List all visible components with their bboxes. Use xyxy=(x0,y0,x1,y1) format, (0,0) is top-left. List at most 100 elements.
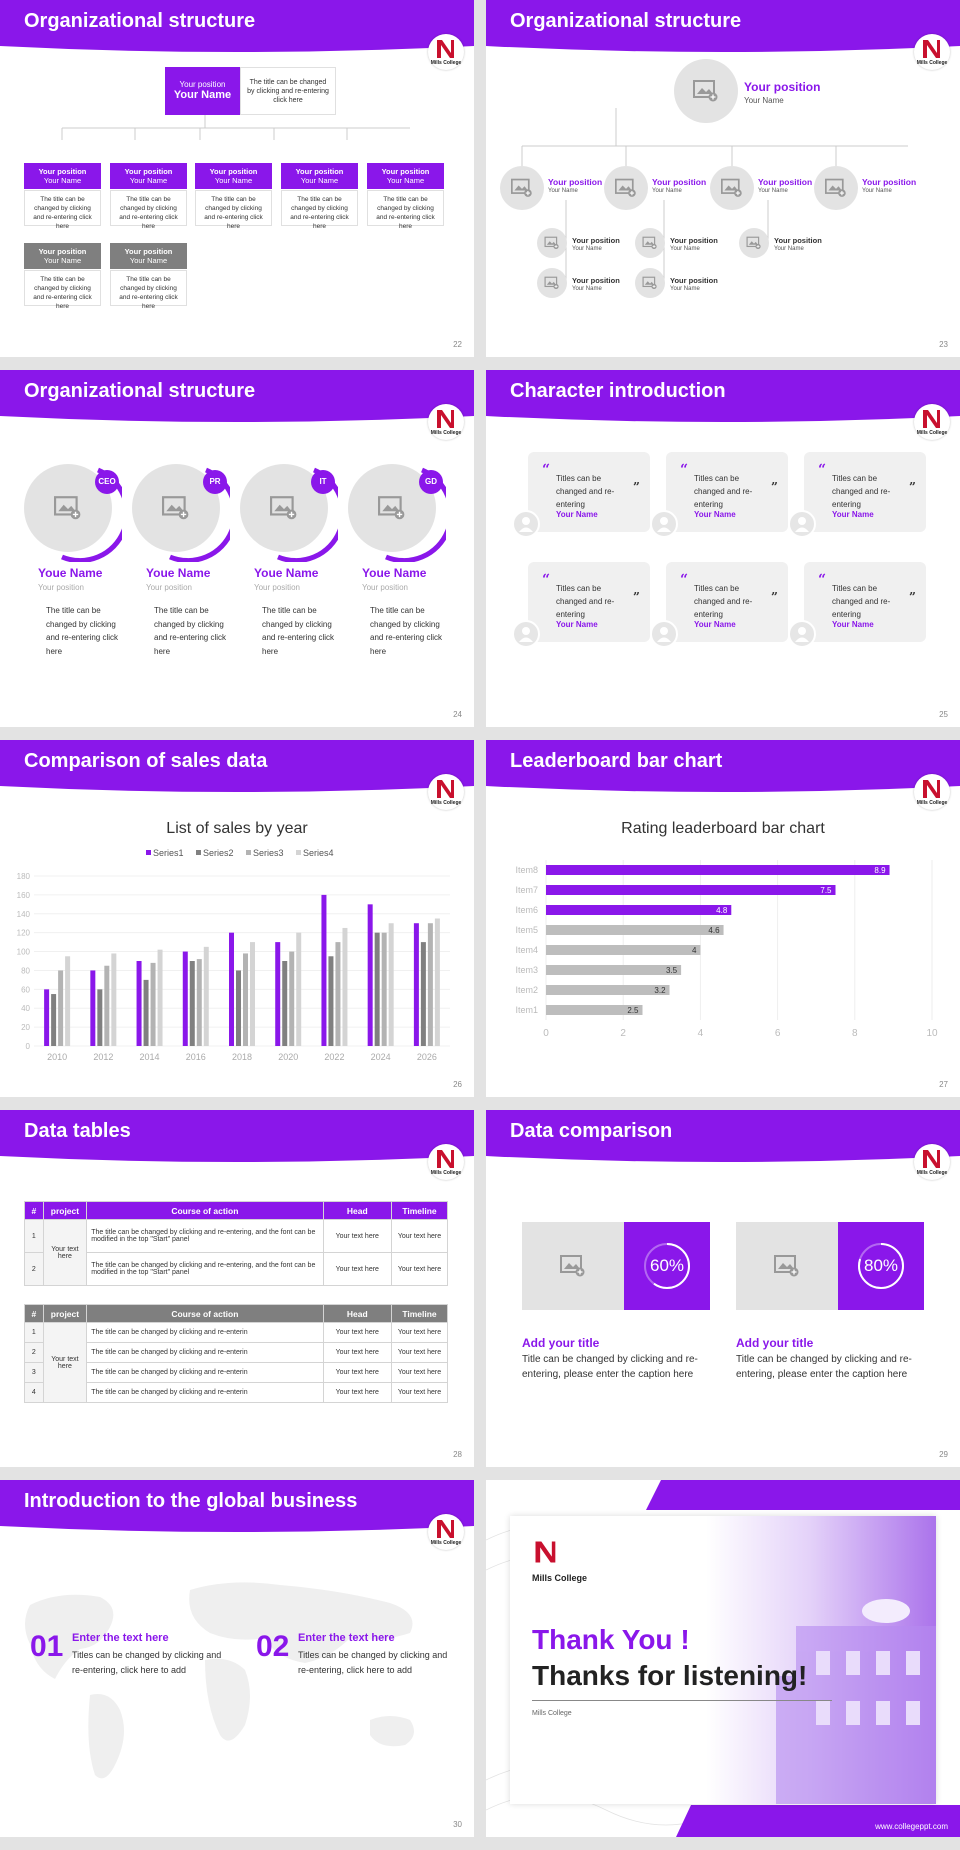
photo-placeholder[interactable] xyxy=(604,166,648,210)
avatar xyxy=(650,620,678,648)
position-label: Your position xyxy=(124,247,173,256)
slide-26[interactable]: Comparison of sales data Mills College L… xyxy=(0,740,474,1097)
image-placeholder[interactable] xyxy=(736,1222,838,1310)
bar xyxy=(546,865,890,875)
photo-placeholder[interactable] xyxy=(500,166,544,210)
bar xyxy=(150,962,156,1046)
position-box[interactable]: Your position Your Name xyxy=(281,163,358,189)
website-url[interactable]: www.collegeppt.com xyxy=(875,1822,948,1831)
top-position-box[interactable]: Your position Your Name xyxy=(165,67,240,115)
bar xyxy=(136,961,142,1046)
position-label: Your position xyxy=(572,276,620,285)
position-box[interactable]: Your position Your Name xyxy=(367,163,444,189)
slide-22[interactable]: Organizational structure Mills College Y… xyxy=(0,0,474,357)
image-placeholder-icon xyxy=(162,496,189,520)
quote-card[interactable]: “ Titles can be changed and re-entering … xyxy=(804,562,926,642)
photo-placeholder[interactable] xyxy=(814,166,858,210)
position-box[interactable]: Your position Your Name xyxy=(24,163,101,189)
page-number: 24 xyxy=(453,710,462,719)
table-row[interactable]: 2 The title can be changed by clicking an… xyxy=(24,1252,449,1286)
item-desc: Title can be changed by clicking and re-… xyxy=(736,1354,912,1380)
bar xyxy=(335,942,341,1046)
data-table-1: # project Course of action Head Timeline 1 You… xyxy=(24,1201,449,1286)
image-placeholder-icon xyxy=(560,1255,585,1277)
slide-24[interactable]: Organizational structure Mills College C… xyxy=(0,370,474,727)
photo-placeholder[interactable] xyxy=(537,268,567,298)
quote-card[interactable]: “ Titles can be changed and re-entering … xyxy=(528,452,650,532)
legend-swatch xyxy=(246,850,251,855)
x-tick-label: 10 xyxy=(926,1028,938,1039)
position-label: Your position xyxy=(38,247,87,256)
head-cell: Your text here xyxy=(322,1342,392,1363)
quote-open-icon: “ xyxy=(680,462,689,478)
name-label: Your Name xyxy=(129,176,168,185)
image-placeholder[interactable] xyxy=(522,1222,624,1310)
bar xyxy=(342,927,348,1046)
y-tick-label: Item4 xyxy=(515,945,538,955)
photo-placeholder[interactable] xyxy=(537,228,567,258)
legend-label: Series1 xyxy=(153,848,184,858)
x-tick-label: 0 xyxy=(543,1028,549,1039)
photo-placeholder[interactable] xyxy=(635,268,665,298)
name-label: Your Name xyxy=(758,188,788,194)
data-label: 4.8 xyxy=(716,906,728,915)
bar xyxy=(388,923,394,1046)
role-badge: IT xyxy=(311,470,335,494)
position-box[interactable]: Your position Your Name xyxy=(110,243,187,269)
photo-placeholder[interactable] xyxy=(710,166,754,210)
table-row[interactable]: 1 Your text here The title can be changed … xyxy=(24,1322,449,1403)
data-table-2: # project Course of action Head Timeline 1 You… xyxy=(24,1304,449,1403)
position-label: Your position xyxy=(381,167,430,176)
project-cell: Your text here xyxy=(42,1322,88,1403)
bar xyxy=(243,953,248,1046)
table-row[interactable]: 3 The title can be changed by clicking an… xyxy=(24,1362,449,1383)
top-photo-placeholder[interactable] xyxy=(674,59,738,123)
photo-placeholder[interactable] xyxy=(739,228,769,258)
quote-card[interactable]: “ Titles can be changed and re-entering … xyxy=(804,452,926,532)
timeline-cell: Your text here xyxy=(390,1252,449,1286)
slide-25[interactable]: Character introduction Mills College “ T… xyxy=(486,370,960,727)
slide-30[interactable]: Introduction to the global business Mill… xyxy=(0,1480,474,1837)
slide-thank-you[interactable]: Mills College Thank You ! Thanks for lis… xyxy=(486,1480,960,1837)
quote-card[interactable]: “ Titles can be changed and re-entering … xyxy=(666,562,788,642)
data-label: 8.9 xyxy=(874,866,886,875)
item-title: Add your title xyxy=(736,1336,814,1350)
position-box[interactable]: Your position Your Name xyxy=(195,163,272,189)
slide-29[interactable]: Data comparison Mills College 60% Add yo… xyxy=(486,1110,960,1467)
quote-card[interactable]: “ Titles can be changed and re-entering … xyxy=(528,562,650,642)
image-placeholder-icon xyxy=(642,276,657,290)
data-label: 3.5 xyxy=(666,966,678,975)
org-lines xyxy=(61,114,410,208)
table-row[interactable]: 1 Your text here The title can be changed … xyxy=(24,1219,449,1286)
table-row[interactable]: 4 The title can be changed by clicking an… xyxy=(24,1382,449,1403)
slide-27[interactable]: Leaderboard bar chart Mills College Rati… xyxy=(486,740,960,1097)
item-number: 01 xyxy=(30,1630,64,1663)
x-tick-label: 4 xyxy=(698,1028,704,1039)
person-name: Youe Name xyxy=(362,566,427,580)
x-tick-label: 2010 xyxy=(47,1052,67,1062)
item-number: 02 xyxy=(256,1630,290,1663)
position-box[interactable]: Your position Your Name xyxy=(110,163,187,189)
image-placeholder-icon xyxy=(544,236,559,250)
position-label: Your position xyxy=(38,167,87,176)
y-tick-label: Item1 xyxy=(515,1005,538,1015)
table-row[interactable]: 2 The title can be changed by clicking an… xyxy=(24,1342,449,1363)
quote-card[interactable]: “ Titles can be changed and re-entering … xyxy=(666,452,788,532)
position-box[interactable]: Your position Your Name xyxy=(24,243,101,269)
user-icon xyxy=(795,517,809,532)
quote-name: Your Name xyxy=(694,510,736,519)
world-map-background xyxy=(25,1582,414,1779)
slide-28[interactable]: Data tables Mills College # project Course… xyxy=(0,1110,474,1467)
page-number: 27 xyxy=(939,1080,948,1089)
image-placeholder-icon xyxy=(721,178,742,197)
photo-placeholder[interactable] xyxy=(635,228,665,258)
quote-text: Titles can be changed and re-entering xyxy=(556,474,615,509)
bar xyxy=(44,989,50,1046)
x-tick-label: 2012 xyxy=(93,1052,113,1062)
y-tick-label: 40 xyxy=(21,1004,30,1013)
slide-23[interactable]: Organizational structure Mills College Y… xyxy=(486,0,960,357)
slide-header: Organizational structure xyxy=(0,0,474,60)
item-title: Add your title xyxy=(522,1336,600,1350)
data-label: 4.6 xyxy=(708,926,720,935)
